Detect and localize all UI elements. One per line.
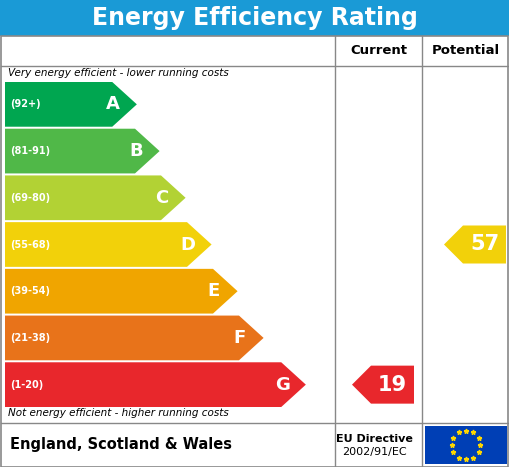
Text: Not energy efficient - higher running costs: Not energy efficient - higher running co… xyxy=(8,408,229,418)
Text: (21-38): (21-38) xyxy=(10,333,50,343)
Text: 57: 57 xyxy=(470,234,499,255)
Text: Current: Current xyxy=(350,44,407,57)
Polygon shape xyxy=(5,316,264,360)
Bar xyxy=(0,0,509,36)
Polygon shape xyxy=(444,226,506,263)
Polygon shape xyxy=(5,82,137,127)
Polygon shape xyxy=(352,366,414,403)
Text: F: F xyxy=(234,329,246,347)
Text: (39-54): (39-54) xyxy=(10,286,50,296)
Text: (55-68): (55-68) xyxy=(10,240,50,249)
Text: C: C xyxy=(155,189,168,207)
Polygon shape xyxy=(5,362,306,407)
Bar xyxy=(425,426,507,464)
Polygon shape xyxy=(5,222,212,267)
Text: EU Directive: EU Directive xyxy=(336,434,413,444)
Text: A: A xyxy=(106,95,120,113)
Text: Energy Efficiency Rating: Energy Efficiency Rating xyxy=(92,6,417,30)
Text: 2002/91/EC: 2002/91/EC xyxy=(342,447,407,457)
Polygon shape xyxy=(5,269,238,313)
Text: E: E xyxy=(208,282,220,300)
Text: 19: 19 xyxy=(378,375,407,395)
Text: (81-91): (81-91) xyxy=(10,146,50,156)
Text: Very energy efficient - lower running costs: Very energy efficient - lower running co… xyxy=(8,68,229,78)
Text: D: D xyxy=(181,235,195,254)
Polygon shape xyxy=(5,176,186,220)
Text: (92+): (92+) xyxy=(10,99,41,109)
Text: (69-80): (69-80) xyxy=(10,193,50,203)
Text: G: G xyxy=(275,375,290,394)
Text: Potential: Potential xyxy=(432,44,499,57)
Polygon shape xyxy=(5,129,160,173)
Text: England, Scotland & Wales: England, Scotland & Wales xyxy=(10,438,232,453)
Text: B: B xyxy=(129,142,143,160)
Text: (1-20): (1-20) xyxy=(10,380,43,389)
